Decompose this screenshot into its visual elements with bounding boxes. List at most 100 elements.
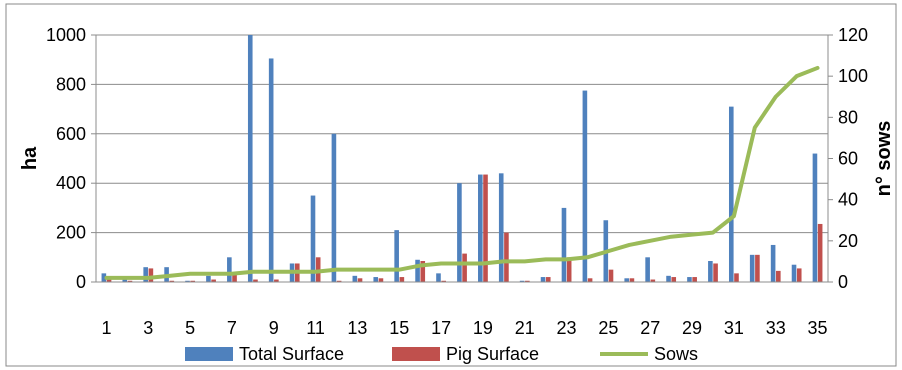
pig-surface-bar [608,269,614,282]
total-surface-bar [331,133,337,282]
pig-surface-bar [357,278,363,282]
pig-surface-bar [483,174,488,282]
total-surface-bar [666,275,671,282]
y2-tick-label: 100 [838,66,868,86]
x-tick-label: 17 [431,318,451,338]
x-tick-label: 33 [766,318,786,338]
pig-surface-bar [545,277,551,282]
pig-surface-bar [169,280,175,282]
total-surface-bar [122,279,128,282]
total-surface-bar [227,257,232,282]
pig-surface-bar [566,257,572,282]
pig-surface-bar [734,273,739,282]
total-surface-bar [812,153,818,282]
pig-surface-bar [817,223,823,282]
total-surface-bar [624,278,630,282]
pig-surface-bar [106,278,112,282]
total-surface-bar [582,90,588,282]
sows-line [104,65,820,280]
total-surface-bar [394,230,399,282]
y-tick-label: 400 [56,173,86,193]
pig-surface-bar [650,279,656,282]
total-surface-bar [519,280,525,282]
pig-surface-bar [776,270,781,282]
pig-surface-bar [148,268,154,282]
pig-surface-bar [713,263,718,282]
y-tick-label: 600 [56,124,86,144]
total-surface-bar [101,273,107,282]
x-tick-label: 5 [185,318,195,338]
pig-surface-bar [504,232,509,282]
pig-surface-bar [127,280,133,282]
total-surface-bar [561,207,567,282]
y2-tick-label: 0 [838,272,848,292]
pig-surface-bar [399,277,405,282]
y-tick-label: 0 [76,272,86,292]
x-tick-label: 7 [227,318,237,338]
total-surface-bar [247,35,253,282]
line-series [104,65,820,280]
x-tick-label: 19 [473,318,493,338]
total-surface-bar [708,261,713,282]
pig-surface-bar [253,279,258,282]
total-surface-bar [206,275,211,282]
y2-tick-label: 80 [838,107,858,127]
x-tick-label: 35 [808,318,828,338]
total-surface-bar [373,277,379,282]
y-axis-title: ha [19,146,41,170]
x-tick-label: 23 [557,318,577,338]
pig-surface-bar [441,280,446,282]
x-tick-label: 29 [682,318,702,338]
pig-surface-bar [462,253,467,282]
total-surface-bar [728,106,734,282]
legend-label: Total Surface [239,344,344,364]
x-tick-label: 9 [269,318,279,338]
axes [91,34,833,283]
x-tick-label: 13 [347,318,367,338]
pig-surface-bar [190,280,196,282]
total-surface-bar [540,277,546,282]
pig-surface-bar [232,274,237,282]
legend-swatch [392,347,440,361]
y2-tick-label: 120 [838,25,868,45]
x-tick-label: 3 [143,318,153,338]
total-surface-bar [352,275,358,282]
y2-tick-label: 20 [838,231,858,251]
total-surface-bar [749,254,755,282]
pig-surface-bar [671,277,677,282]
total-surface-bar [268,58,274,283]
pig-surface-bar [420,261,426,282]
total-surface-bar [185,280,190,282]
y-tick-label: 1000 [46,25,86,45]
x-tick-label: 31 [724,318,744,338]
pig-surface-bar [796,268,802,282]
pig-surface-bar [587,278,593,282]
pig-surface-bar [525,280,530,282]
legend: Total Surface Pig Surface Sows [185,344,698,364]
pig-surface-bar [211,279,216,282]
total-surface-bar [457,183,462,282]
pig-surface-bar [692,277,697,282]
total-surface-bar [415,259,420,282]
legend-label: Sows [654,344,698,364]
x-tick-label: 25 [598,318,618,338]
total-surface-bar [770,244,776,282]
x-tick-label: 21 [515,318,535,338]
x-tick-label: 15 [389,318,409,338]
pig-surface-bar [755,254,760,282]
y-tick-label: 800 [56,74,86,94]
pig-surface-bar [274,279,279,282]
x-tick-label: 27 [640,318,660,338]
x-tick-label: 11 [306,318,325,338]
legend-label: Pig Surface [446,344,539,364]
bar-series [101,35,823,283]
legend-swatch [185,347,233,361]
total-surface-bar [687,277,692,282]
chart-border [5,3,897,367]
total-surface-bar [310,195,316,282]
y-tick-label: 200 [56,223,86,243]
y2-tick-label: 40 [838,190,858,210]
